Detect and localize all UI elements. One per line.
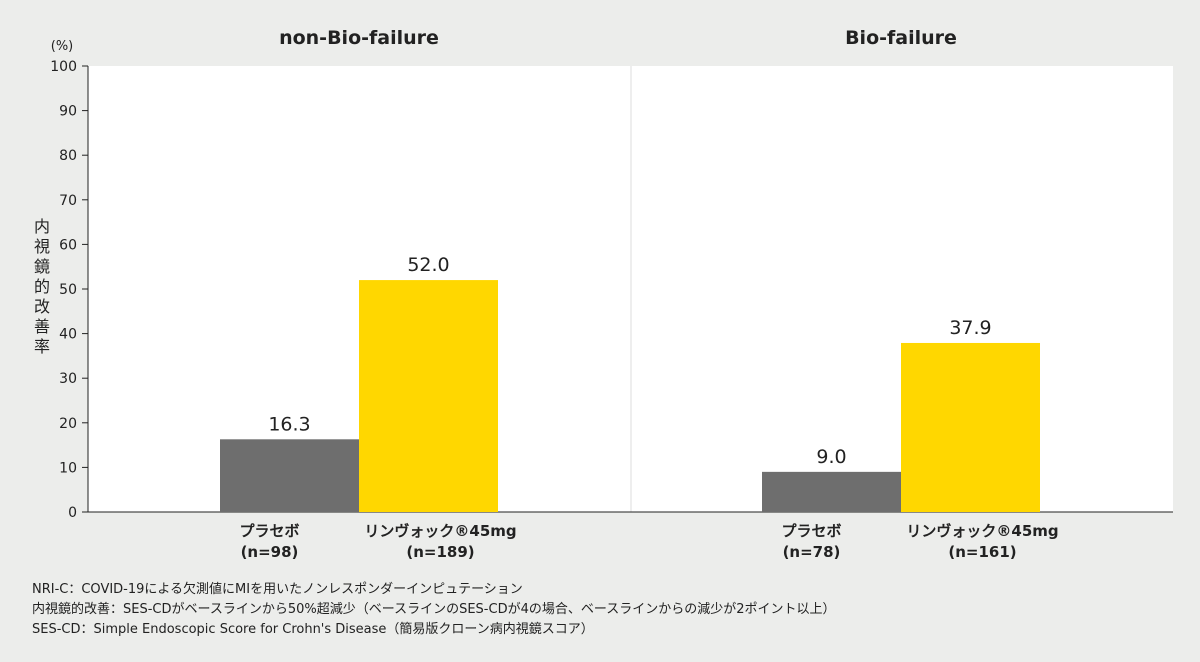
panel-title: non-Bio-failure	[279, 27, 439, 49]
y-label-char: 的	[34, 277, 50, 296]
category-label: プラセボ	[239, 522, 299, 540]
y-tick-label: 0	[68, 505, 77, 521]
y-tick-label: 60	[59, 237, 77, 253]
bar-value-label: 37.9	[949, 317, 991, 339]
y-tick-label: 10	[59, 460, 77, 476]
y-tick-label: 30	[59, 371, 77, 387]
y-label-char: 率	[34, 337, 50, 356]
bar-treatment	[359, 280, 498, 512]
category-label: リンヴォック®45mg	[906, 522, 1058, 540]
y-label-char: 視	[34, 237, 50, 256]
y-axis: 0 10 20 30 40 50 60 70 80 90 100	[50, 59, 1173, 521]
category-n-label: (n=161)	[948, 543, 1016, 561]
bars: non-Bio-failure 16.3 プラセボ (n=98) 52.0 リンヴォック®…	[220, 27, 1059, 561]
bar-value-label: 52.0	[407, 254, 449, 276]
bar-placebo	[762, 471, 901, 512]
footnote-ses-cd: SES-CD：Simple Endoscopic Score for Crohn…	[32, 622, 594, 637]
y-tick-label: 80	[59, 148, 77, 164]
category-n-label: (n=78)	[783, 543, 841, 561]
category-label: リンヴォック®45mg	[364, 522, 516, 540]
y-label-char: 鏡	[34, 257, 50, 276]
category-n-label: (n=98)	[241, 543, 299, 561]
y-tick-label: 20	[59, 416, 77, 432]
unit-label: (%)	[51, 39, 74, 54]
footnote-endoscopic-improvement: 内視鏡的改善：SES-CDがベースラインから50%超減少（ベースラインのSES-…	[32, 602, 836, 617]
bar-value-label: 16.3	[268, 413, 310, 435]
footnotes: NRI-C：COVID-19による欠測値にMIを用いたノンレスポンダーインピュテ…	[32, 580, 835, 640]
y-tick-label: 50	[59, 282, 77, 298]
category-n-label: (n=189)	[406, 543, 474, 561]
footnote-nri: NRI-C：COVID-19による欠測値にMIを用いたノンレスポンダーインピュテ…	[32, 582, 523, 597]
y-tick-label: 100	[50, 59, 77, 75]
bar-placebo	[220, 439, 359, 512]
bar-treatment	[901, 342, 1040, 512]
panel-title: Bio-failure	[845, 27, 957, 49]
y-tick-label: 70	[59, 193, 77, 209]
bar-value-label: 9.0	[816, 446, 846, 468]
y-label-char: 善	[34, 317, 50, 336]
y-label-char: 内	[34, 217, 50, 236]
category-label: プラセボ	[781, 522, 841, 540]
y-tick-label: 40	[59, 327, 77, 343]
y-label-char: 改	[34, 297, 50, 316]
y-tick-label: 90	[59, 104, 77, 120]
